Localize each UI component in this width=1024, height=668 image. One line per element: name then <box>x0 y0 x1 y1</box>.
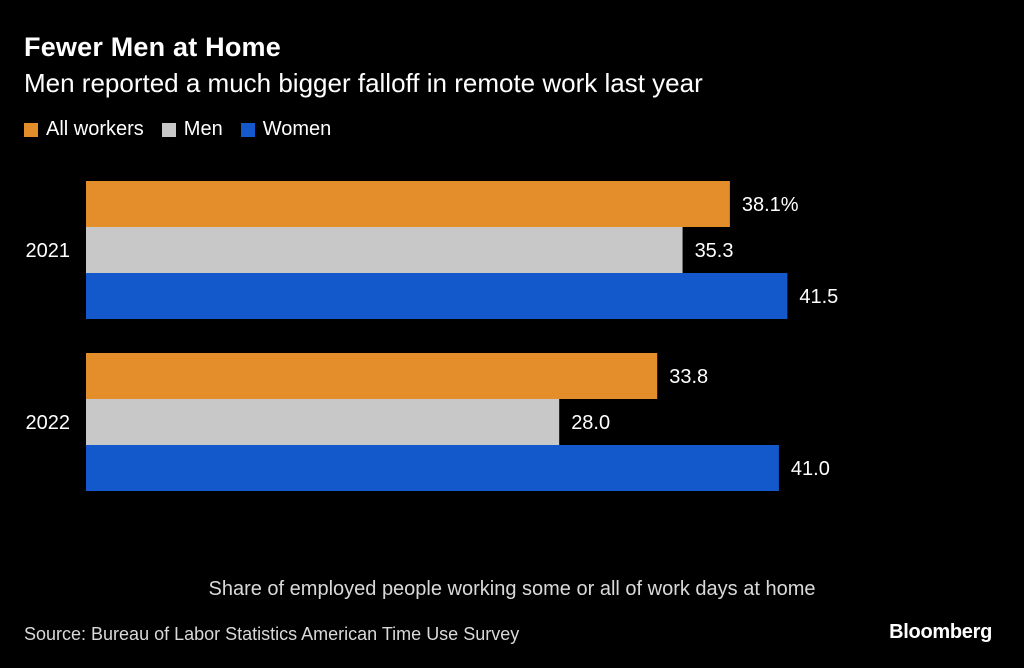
bar-all-workers-2022 <box>86 353 658 399</box>
bar-men-2021 <box>86 227 683 273</box>
data-label-women-2021: 41.5 <box>799 286 838 308</box>
bar-men-2022 <box>86 399 560 445</box>
legend-label-men: Men <box>183 118 223 140</box>
legend-swatch-all-workers <box>24 122 38 137</box>
legend-swatch-women <box>240 122 255 137</box>
category-label-2022: 2022 <box>26 412 71 434</box>
legend-swatch-men <box>161 122 176 137</box>
data-label-men-2021: 35.3 <box>695 240 734 262</box>
chart-title: Fewer Men at Home <box>24 32 281 62</box>
data-label-women-2022: 41.0 <box>791 458 830 480</box>
legend-item-all-workers: All workers <box>24 118 144 141</box>
bar-women-2022 <box>86 445 779 491</box>
axis-footnote: Share of employed people working some or… <box>208 578 816 600</box>
bloomberg-logo: Bloomberg <box>889 621 992 643</box>
data-label-all-workers-2022: 33.8 <box>669 366 708 388</box>
legend-item-men: Men <box>161 118 223 141</box>
legend-label-all-workers: All workers <box>46 118 144 140</box>
category-label-2021: 2021 <box>26 240 71 262</box>
legend-item-women: Women <box>240 118 332 141</box>
data-label-men-2022: 28.0 <box>571 412 610 434</box>
bar-women-2021 <box>86 273 788 319</box>
bar-all-workers-2021 <box>86 181 730 227</box>
legend: All workers Men Women <box>24 118 349 141</box>
data-label-all-workers-2021: 38.1% <box>742 194 799 216</box>
chart-subtitle: Men reported a much bigger falloff in re… <box>24 68 703 98</box>
source-note: Source: Bureau of Labor Statistics Ameri… <box>24 624 520 644</box>
legend-label-women: Women <box>262 118 332 140</box>
